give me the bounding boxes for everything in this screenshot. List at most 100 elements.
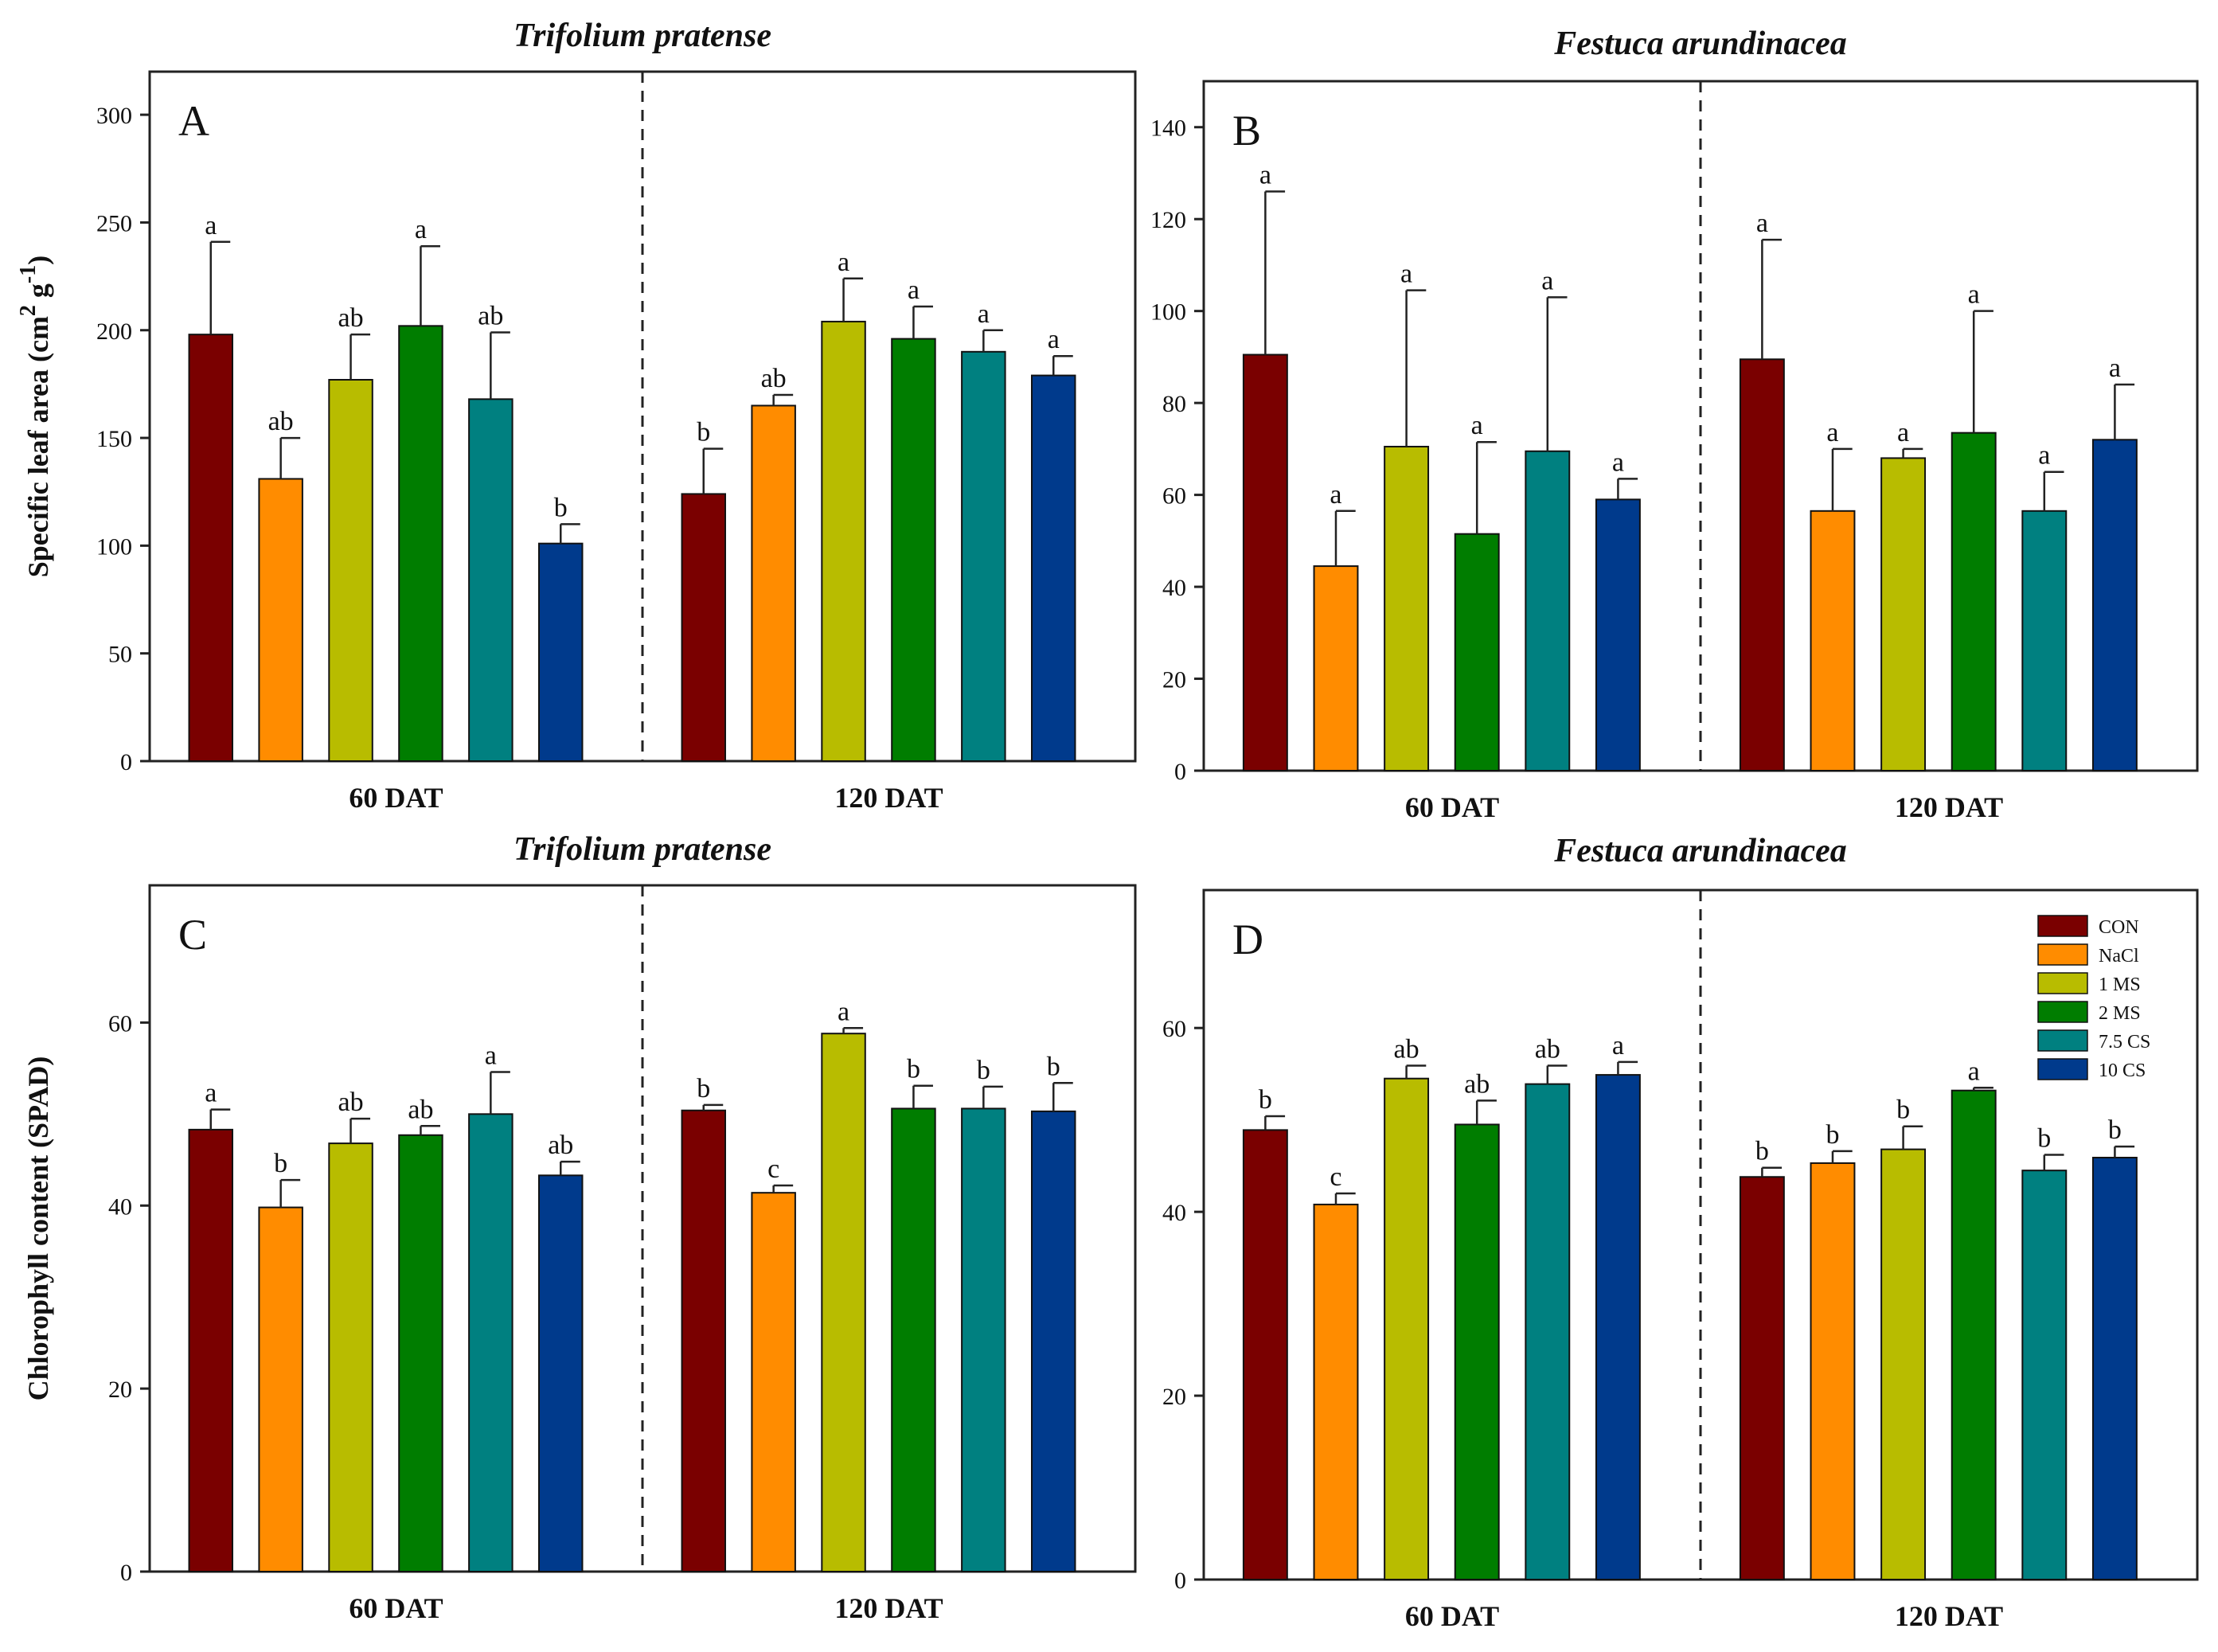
y-tick-label: 100 <box>1150 299 1186 326</box>
bar <box>2021 510 2068 771</box>
significance-letter: b <box>274 1149 287 1178</box>
bar <box>398 1134 443 1572</box>
bar <box>891 1107 936 1573</box>
significance-letter: b <box>1826 1120 1839 1150</box>
bar <box>1242 353 1288 772</box>
panel-c: Trifolium pratense C 0 20 40 60 Chlorophyll co… <box>22 831 1137 1624</box>
bar <box>328 378 373 762</box>
significance-letter: a <box>1400 260 1412 289</box>
bar <box>1739 358 1785 771</box>
bar <box>1951 1089 1997 1580</box>
x-category-label: 120 DAT <box>1895 1600 2003 1632</box>
x-category-label: 120 DAT <box>834 782 943 814</box>
bar <box>961 1107 1006 1573</box>
significance-letter: ab <box>338 303 364 333</box>
bar <box>681 493 726 762</box>
y-tick-label: 120 <box>1150 207 1186 233</box>
bar <box>2091 1157 2138 1581</box>
bar <box>891 338 936 762</box>
significance-letter: ab <box>1464 1069 1490 1099</box>
y-tick-label: 140 <box>1150 115 1186 142</box>
significance-letter: ab <box>338 1088 364 1117</box>
y-axis-label: Chlorophyll content (SPAD) <box>22 1056 54 1401</box>
bar <box>258 478 303 762</box>
bar <box>258 1206 303 1572</box>
y-tick-label: 40 <box>108 1193 132 1220</box>
bar <box>1880 1148 1927 1580</box>
significance-letter: a <box>1048 325 1060 354</box>
bar <box>468 1113 513 1573</box>
y-tick-label: 150 <box>96 426 132 452</box>
y-tick-label: 0 <box>1174 759 1186 785</box>
significance-letter: ab <box>268 407 294 436</box>
significance-letter: a <box>1541 266 1553 295</box>
panel-title: Trifolium pratense <box>513 18 771 54</box>
significance-letter: a <box>485 1041 497 1070</box>
y-axis-label: Specific leaf area (cm2 g-1) <box>16 256 54 578</box>
y-tick-label: 50 <box>108 642 132 668</box>
bar <box>821 320 866 762</box>
x-category-label: 60 DAT <box>1405 791 1499 823</box>
significance-letter: a <box>1968 1056 1980 1086</box>
legend-label: 1 MS <box>2099 974 2141 995</box>
significance-letter: c <box>767 1154 779 1184</box>
legend-swatch <box>2037 1029 2088 1052</box>
bar <box>751 1192 796 1573</box>
significance-letter: a <box>1968 280 1980 310</box>
significance-letter: b <box>2037 1124 2051 1154</box>
significance-letter: b <box>1755 1137 1769 1166</box>
y-tick-label: 60 <box>1162 1016 1186 1042</box>
y-tick-label: 0 <box>120 749 132 775</box>
legend-label: 10 CS <box>2099 1060 2146 1081</box>
significance-letter: ab <box>1394 1035 1419 1064</box>
y-tick-label: 20 <box>108 1377 132 1403</box>
legend-swatch <box>2037 1058 2088 1080</box>
significance-letter: b <box>1896 1095 1910 1125</box>
y-tick-label: 300 <box>96 103 132 129</box>
bar <box>751 404 796 762</box>
panel-letter: C <box>178 911 207 959</box>
legend-label: 7.5 CS <box>2099 1032 2150 1053</box>
bar <box>2021 1170 2068 1580</box>
significance-letter: a <box>1259 161 1271 190</box>
panel-title: Festuca arundinacea <box>1553 833 1847 869</box>
significance-letter: a <box>838 997 849 1026</box>
y-tick-label: 40 <box>1162 1200 1186 1226</box>
legend-swatch <box>2037 1001 2088 1023</box>
y-tick-label: 0 <box>120 1560 132 1586</box>
legend-label: 2 MS <box>2099 1003 2141 1024</box>
bar <box>1031 374 1076 762</box>
panel-b: Festuca arundinacea B 0 20 40 60 80 100 120 140 a a… <box>1150 25 2199 823</box>
y-tick-label: 20 <box>1162 667 1186 693</box>
y-tick-label: 200 <box>96 318 132 345</box>
panel-title: Festuca arundinacea <box>1553 25 1847 62</box>
significance-letter: ab <box>548 1131 573 1160</box>
bar <box>961 350 1006 762</box>
significance-letter: a <box>205 211 217 240</box>
significance-letter: b <box>977 1056 990 1085</box>
bar <box>328 1142 373 1573</box>
x-category-label: 60 DAT <box>349 782 443 814</box>
legend-swatch <box>2037 915 2088 937</box>
significance-letter: ab <box>1535 1035 1560 1064</box>
significance-letter: a <box>1612 1031 1624 1060</box>
significance-letter: b <box>1047 1052 1060 1081</box>
significance-letter: a <box>1756 209 1768 238</box>
significance-letter: a <box>205 1079 217 1108</box>
y-tick-label: 100 <box>96 533 132 560</box>
significance-letter: a <box>2038 441 2050 471</box>
panel-letter: D <box>1232 916 1263 963</box>
significance-letter: a <box>1330 480 1341 510</box>
bar <box>1384 445 1430 771</box>
significance-letter: a <box>1612 447 1624 477</box>
panel-title: Trifolium pratense <box>513 831 771 868</box>
significance-letter: ab <box>478 301 503 330</box>
bar <box>1525 450 1571 772</box>
bar <box>1595 498 1641 772</box>
bar <box>1739 1176 1785 1580</box>
bar <box>1810 1162 1856 1581</box>
bar <box>1454 1123 1500 1580</box>
bar <box>1951 432 1997 771</box>
bar <box>1313 1203 1359 1580</box>
